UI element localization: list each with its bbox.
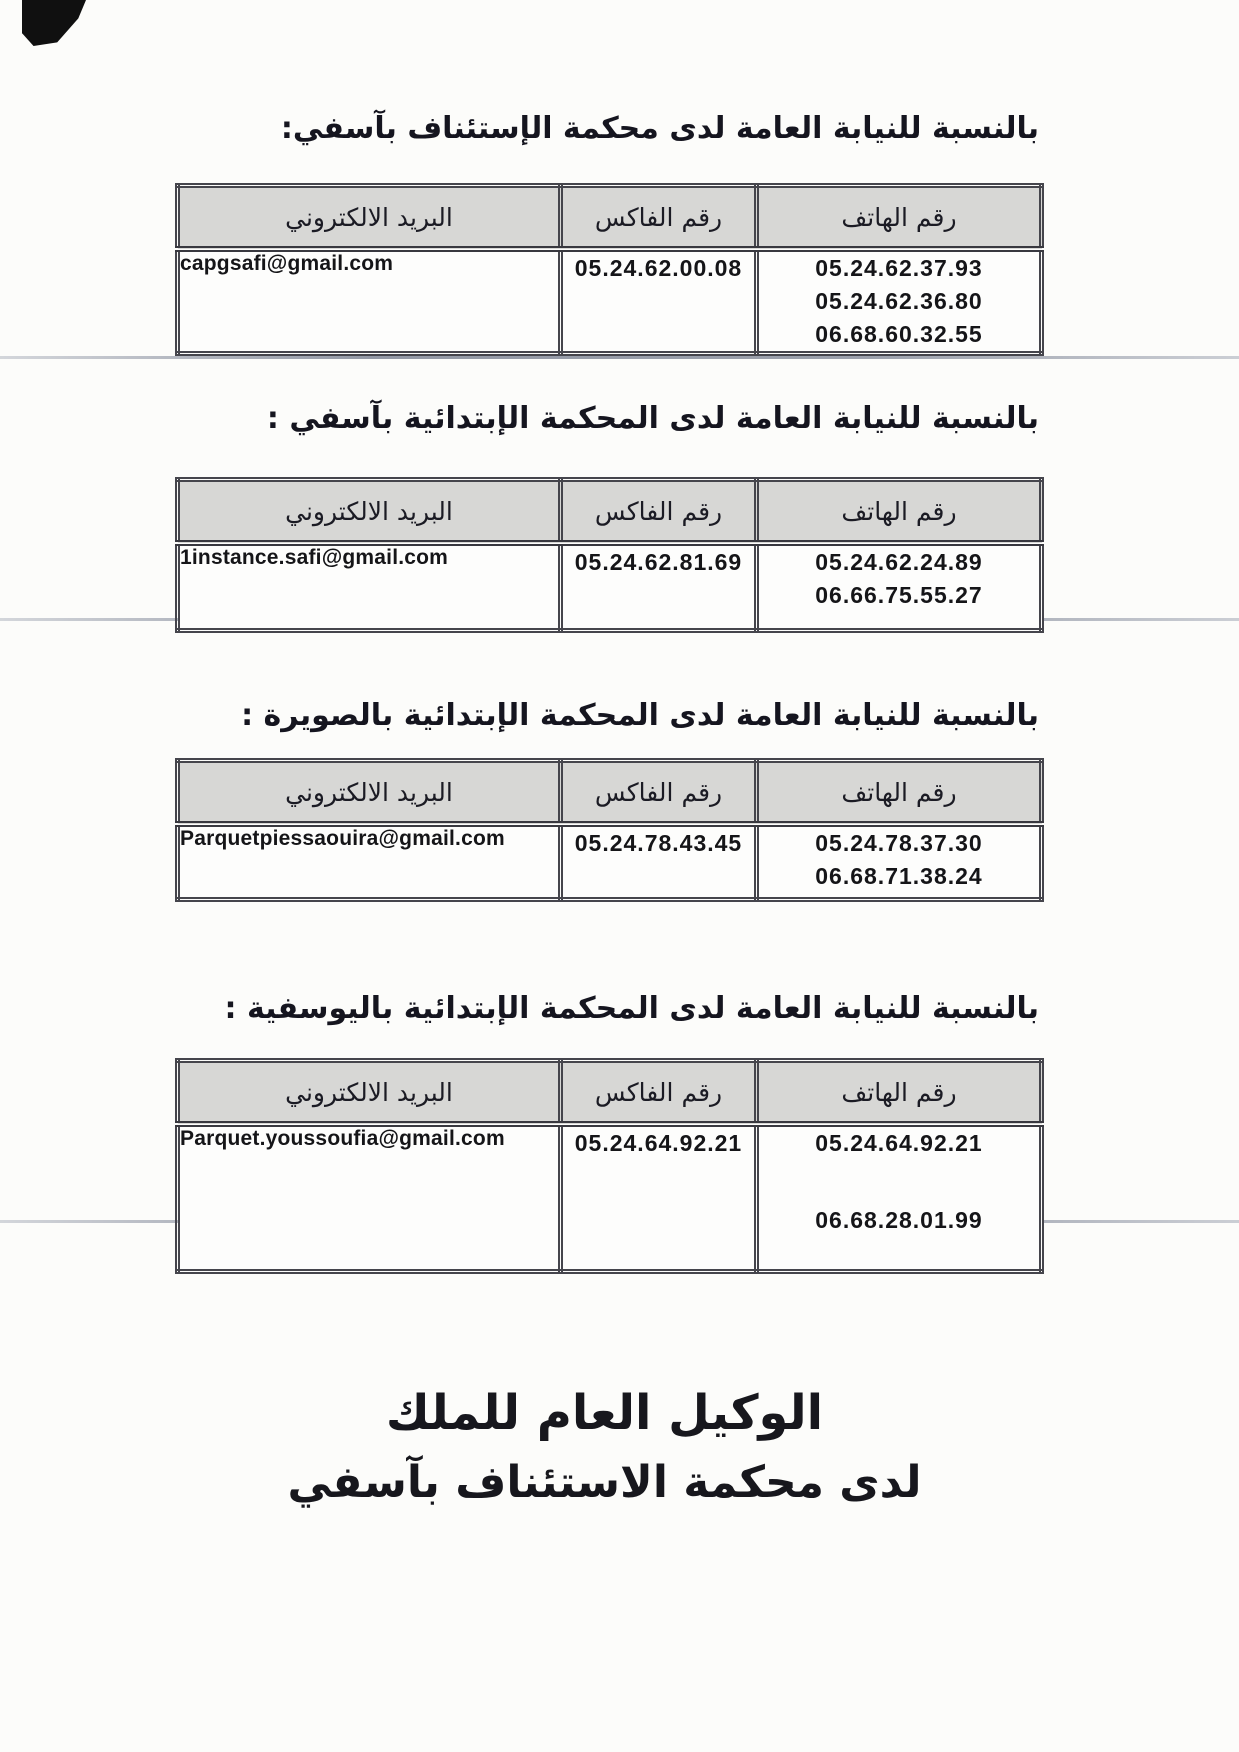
contact-table-first-instance-youssoufia: رقم الهاتف رقم الفاكس البريد الالكتروني … xyxy=(175,1058,1044,1274)
email-address: Parquet.youssoufia@gmail.com xyxy=(180,1127,505,1150)
table-header-row: رقم الهاتف رقم الفاكس البريد الالكتروني xyxy=(175,1058,1044,1127)
phone-numbers-cell: 05.24.64.92.21 06.68.28.01.99 xyxy=(754,1121,1044,1274)
phone-column-header: رقم الهاتف xyxy=(754,758,1044,827)
email-cell: Parquetpiessaouira@gmail.com xyxy=(175,821,563,902)
signature-block: الوكيل العام للملك لدى محكمة الاستئناف ب… xyxy=(0,1378,1209,1518)
phone-number: 05.24.62.24.89 xyxy=(815,549,983,575)
phone-number: 06.66.75.55.27 xyxy=(815,582,983,608)
fax-number-cell: 05.24.62.00.08 xyxy=(558,246,759,356)
table-header-row: رقم الهاتف رقم الفاكس البريد الالكتروني xyxy=(175,758,1044,827)
phone-numbers-cell: 05.24.78.37.30 06.68.71.38.24 xyxy=(754,821,1044,902)
scan-artifact-blob xyxy=(22,0,86,46)
phone-column-header: رقم الهاتف xyxy=(754,1058,1044,1127)
email-column-header: البريد الالكتروني xyxy=(175,758,563,827)
phone-column-header: رقم الهاتف xyxy=(754,183,1044,252)
fax-column-header: رقم الفاكس xyxy=(558,183,759,252)
email-cell: 1instance.safi@gmail.com xyxy=(175,540,563,633)
fax-number: 05.24.64.92.21 xyxy=(574,1130,743,1156)
fax-number-cell: 05.24.64.92.21 xyxy=(558,1121,759,1274)
section-heading-first-instance-essaouira: بالنسبة للنيابة العامة لدى المحكمة الإبت… xyxy=(241,698,1039,733)
table-header-row: رقم الهاتف رقم الفاكس البريد الالكتروني xyxy=(175,183,1044,252)
table-data-row: 05.24.62.24.89 06.66.75.55.27 05.24.62.8… xyxy=(175,540,1044,633)
contact-table-first-instance-safi: رقم الهاتف رقم الفاكس البريد الالكتروني … xyxy=(175,477,1044,633)
phone-number: 05.24.78.37.30 xyxy=(815,830,983,856)
email-column-header: البريد الالكتروني xyxy=(175,477,563,546)
fax-column-header: رقم الفاكس xyxy=(558,758,759,827)
phone-number: 06.68.28.01.99 xyxy=(815,1207,983,1233)
contact-table-appeal-court-safi: رقم الهاتف رقم الفاكس البريد الالكتروني … xyxy=(175,183,1044,356)
email-address: 1instance.safi@gmail.com xyxy=(180,546,449,569)
email-column-header: البريد الالكتروني xyxy=(175,183,563,252)
section-heading-first-instance-youssoufia: بالنسبة للنيابة العامة لدى المحكمة الإبت… xyxy=(224,991,1039,1026)
fax-column-header: رقم الفاكس xyxy=(558,1058,759,1127)
signature-title: الوكيل العام للملك xyxy=(385,1385,824,1441)
fax-number: 05.24.62.81.69 xyxy=(574,549,743,575)
table-data-row: 05.24.78.37.30 06.68.71.38.24 05.24.78.4… xyxy=(175,821,1044,902)
email-cell: capgsafi@gmail.com xyxy=(175,246,563,356)
signature-subtitle: لدى محكمة الاستئناف بآسفي xyxy=(287,1457,922,1508)
phone-numbers-cell: 05.24.62.24.89 06.66.75.55.27 xyxy=(754,540,1044,633)
fax-number-cell: 05.24.62.81.69 xyxy=(558,540,759,633)
phone-number: 05.24.62.36.80 xyxy=(815,288,983,314)
email-column-header: البريد الالكتروني xyxy=(175,1058,563,1127)
phone-numbers-cell: 05.24.62.37.93 05.24.62.36.80 06.68.60.3… xyxy=(754,246,1044,356)
phone-column-header: رقم الهاتف xyxy=(754,477,1044,546)
email-cell: Parquet.youssoufia@gmail.com xyxy=(175,1121,563,1274)
fax-number: 05.24.78.43.45 xyxy=(574,830,743,856)
phone-number: 05.24.64.92.21 xyxy=(815,1130,983,1156)
fax-number-cell: 05.24.78.43.45 xyxy=(558,821,759,902)
table-header-row: رقم الهاتف رقم الفاكس البريد الالكتروني xyxy=(175,477,1044,546)
table-data-row: 05.24.64.92.21 06.68.28.01.99 05.24.64.9… xyxy=(175,1121,1044,1274)
phone-number: 06.68.60.32.55 xyxy=(815,321,983,347)
section-heading-appeal-court-safi: بالنسبة للنيابة العامة لدى محكمة الإستئن… xyxy=(280,111,1039,146)
fax-number: 05.24.62.00.08 xyxy=(574,255,743,281)
fax-column-header: رقم الفاكس xyxy=(558,477,759,546)
contact-table-first-instance-essaouira: رقم الهاتف رقم الفاكس البريد الالكتروني … xyxy=(175,758,1044,902)
phone-number: 05.24.62.37.93 xyxy=(815,255,983,281)
table-data-row: 05.24.62.37.93 05.24.62.36.80 06.68.60.3… xyxy=(175,246,1044,356)
email-address: Parquetpiessaouira@gmail.com xyxy=(180,827,505,850)
phone-number: 06.68.71.38.24 xyxy=(815,863,983,889)
section-heading-first-instance-safi: بالنسبة للنيابة العامة لدى المحكمة الإبت… xyxy=(266,401,1039,436)
email-address: capgsafi@gmail.com xyxy=(180,252,394,275)
scan-streak-line xyxy=(0,356,1239,359)
